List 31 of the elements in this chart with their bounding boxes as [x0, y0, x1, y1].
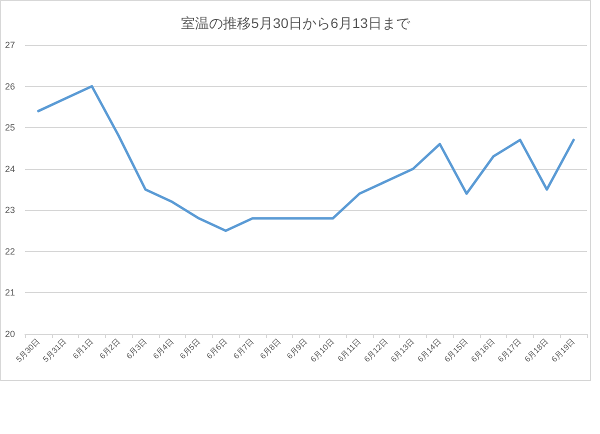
x-tick-label: 6月1日: [71, 336, 96, 361]
line-series: [37, 85, 575, 232]
x-tick-label: 6月14日: [416, 336, 443, 364]
x-tick-label: 6月7日: [232, 336, 256, 361]
x-tick-label: 6月17日: [496, 336, 524, 364]
y-tick-label: 22: [4, 246, 15, 256]
x-tick-label: 5月31日: [41, 336, 68, 364]
x-tick-label: 6月16日: [469, 336, 497, 364]
x-tick-label: 6月11日: [336, 336, 363, 364]
x-tick-label: 6月4日: [151, 336, 176, 361]
x-tick-label: 6月8日: [258, 336, 282, 361]
x-tick-label: 6月13日: [389, 336, 416, 364]
y-tick-label: 25: [4, 122, 15, 133]
x-tick-label: 6月12日: [362, 336, 390, 364]
y-tick-label: 26: [4, 81, 15, 92]
x-tick-label: 6月10日: [308, 336, 336, 364]
x-tick-label: 6月9日: [285, 336, 310, 361]
y-tick-label: 24: [4, 164, 15, 174]
y-tick-label: 27: [4, 40, 15, 50]
chart-title: 室温の推移5月30日から6月13日まで: [181, 15, 411, 31]
y-tick-label: 20: [4, 329, 15, 339]
x-tick-label: 6月6日: [204, 336, 229, 361]
x-tick-label: 6月15日: [442, 336, 470, 364]
x-tick-label: 6月3日: [124, 336, 149, 361]
x-tick-label: 5月30日: [14, 336, 42, 364]
y-tick-label: 21: [4, 288, 15, 298]
x-tick-label: 6月5日: [178, 336, 202, 361]
x-tick-label: 6月18日: [522, 336, 550, 364]
x-tick-label: 6月19日: [550, 336, 577, 364]
x-tick-label: 6月2日: [98, 336, 122, 361]
y-tick-label: 23: [4, 205, 15, 216]
